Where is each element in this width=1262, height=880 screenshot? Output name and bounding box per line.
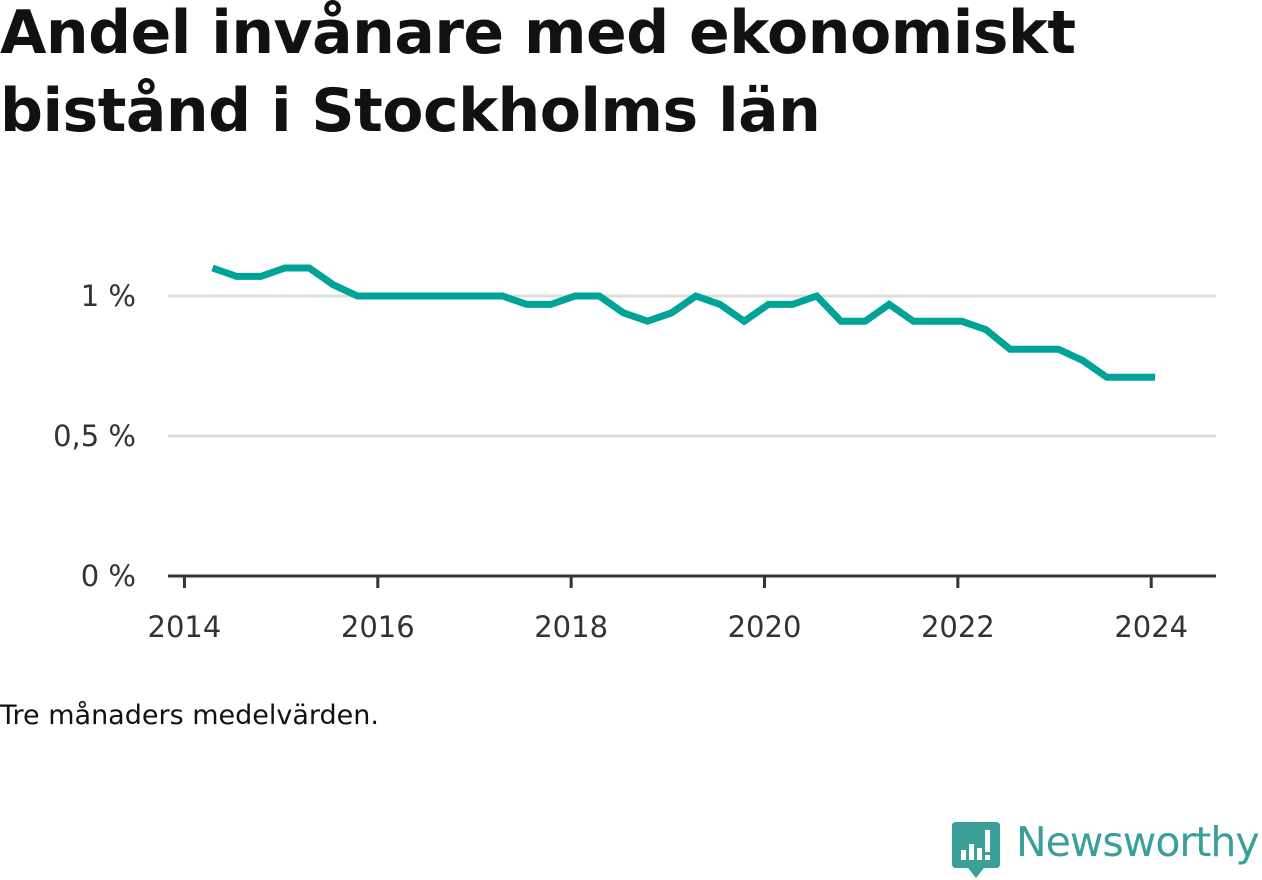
series-layer — [212, 268, 1155, 377]
newsworthy-bar-chart-icon — [950, 820, 1002, 880]
x-tick-label-5: 2024 — [1114, 610, 1188, 644]
y-tick-label-2: 1 % — [81, 279, 136, 313]
y-tick-labels: 0 % 0,5 % 1 % — [53, 279, 136, 593]
x-tick-label-0: 2014 — [148, 610, 222, 644]
grid-lines — [168, 296, 1216, 436]
newsworthy-logo: Newsworthy — [950, 820, 1259, 880]
x-axis — [168, 576, 1216, 588]
footnote: Tre månaders medelvärden. — [0, 700, 379, 731]
y-tick-label-1: 0,5 % — [53, 419, 136, 453]
x-tick-label-4: 2022 — [921, 610, 995, 644]
series-line-0 — [213, 268, 1156, 377]
x-tick-label-3: 2020 — [728, 610, 802, 644]
brand-name: Newsworthy — [1016, 818, 1259, 866]
x-tick-labels: 2014 2016 2018 2020 2022 2024 — [148, 610, 1189, 644]
y-tick-label-0: 0 % — [81, 559, 136, 593]
x-tick-label-2: 2018 — [534, 610, 608, 644]
x-tick-label-1: 2016 — [341, 610, 415, 644]
